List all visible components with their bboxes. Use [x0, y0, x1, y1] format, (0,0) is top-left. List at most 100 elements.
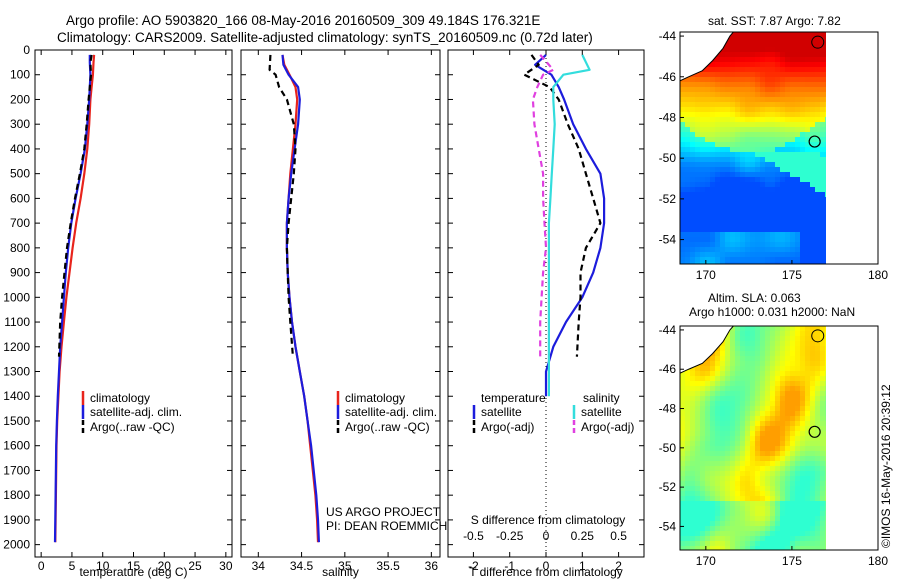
map-cell: [680, 157, 685, 162]
map-cell: [710, 356, 715, 361]
map-cell: [710, 486, 715, 491]
map-cell: [805, 361, 810, 366]
map-cell: [690, 536, 695, 541]
map-cell: [765, 227, 770, 232]
map-cell: [775, 177, 780, 182]
map-cell: [825, 536, 826, 541]
map-cell: [810, 486, 815, 491]
map-cell: [810, 77, 815, 82]
map-cell: [815, 531, 820, 536]
map-cell: [715, 242, 720, 247]
map-cell: [770, 431, 775, 436]
map-cell: [740, 77, 745, 82]
map-cell: [700, 466, 705, 471]
map-cell: [705, 167, 710, 172]
map-cell: [750, 486, 755, 491]
map-cell: [730, 47, 735, 52]
map-cell: [705, 252, 710, 257]
map-cell: [700, 237, 705, 242]
map-cell: [765, 431, 770, 436]
map-cell: [720, 411, 725, 416]
map-cell: [745, 346, 750, 351]
map-cell: [745, 356, 750, 361]
map-cell: [785, 506, 790, 511]
map-cell: [765, 531, 770, 536]
map-cell: [815, 356, 820, 361]
map-cell: [780, 152, 785, 157]
map-cell: [695, 217, 700, 222]
map-cell: [730, 67, 735, 72]
map-cell: [705, 436, 710, 441]
map-cell: [695, 147, 700, 152]
map-cell: [800, 326, 805, 331]
map-cell: [735, 162, 740, 167]
map-cell: [755, 501, 760, 506]
x-axis-label: salinity: [322, 565, 359, 579]
map-cell: [790, 32, 795, 37]
map-cell: [805, 476, 810, 481]
map-cell: [780, 82, 785, 87]
map-cell: [715, 511, 720, 516]
map-cell: [770, 406, 775, 411]
map-cell: [790, 237, 795, 242]
map-cell: [770, 197, 775, 202]
map-cell: [780, 426, 785, 431]
map-cell: [795, 331, 800, 336]
map-cell: [690, 546, 695, 550]
map-cell: [780, 147, 785, 152]
map-cell: [820, 222, 825, 227]
map-cell: [725, 247, 730, 252]
map-cell: [685, 391, 690, 396]
map-cell: [735, 376, 740, 381]
map-cell: [805, 117, 810, 122]
map-cell: [780, 501, 785, 506]
map-cell: [820, 207, 825, 212]
map-cell: [770, 381, 775, 386]
map-cell: [680, 501, 685, 506]
map-cell: [800, 227, 805, 232]
map-cell: [685, 257, 690, 262]
map-cell: [685, 516, 690, 521]
map-cell: [725, 87, 730, 92]
map-cell: [820, 72, 825, 77]
map-cell: [795, 436, 800, 441]
map-cell: [705, 456, 710, 461]
map-cell: [745, 366, 750, 371]
map-cell: [740, 326, 745, 331]
map-cell: [805, 356, 810, 361]
map-cell: [755, 182, 760, 187]
depth-tick-label: 1500: [3, 414, 30, 428]
map-cell: [795, 536, 800, 541]
map-cell: [715, 391, 720, 396]
map-cell: [760, 336, 765, 341]
map-cell: [760, 426, 765, 431]
map-cell: [705, 401, 710, 406]
map-cell: [755, 326, 760, 331]
map-cell: [800, 62, 805, 67]
map-cell: [735, 172, 740, 177]
map-cell: [705, 366, 710, 371]
map-cell: [770, 82, 775, 87]
map-cell: [825, 371, 826, 376]
map-cell: [770, 222, 775, 227]
map-cell: [770, 102, 775, 107]
map-cell: [805, 72, 810, 77]
map-cell: [715, 491, 720, 496]
map-field: [680, 326, 826, 550]
map-cell: [750, 262, 755, 264]
map-cell: [740, 162, 745, 167]
map-cell: [745, 117, 750, 122]
map-cell: [760, 52, 765, 57]
map-cell: [730, 331, 735, 336]
map-cell: [745, 401, 750, 406]
map-cell: [785, 451, 790, 456]
map-cell: [735, 431, 740, 436]
map-cell: [690, 82, 695, 87]
depth-tick-label: 800: [10, 241, 30, 255]
map-cell: [765, 411, 770, 416]
map-cell: [765, 47, 770, 52]
map-cell: [775, 391, 780, 396]
map-cell: [805, 152, 810, 157]
map-cell: [805, 182, 810, 187]
map-cell: [790, 227, 795, 232]
